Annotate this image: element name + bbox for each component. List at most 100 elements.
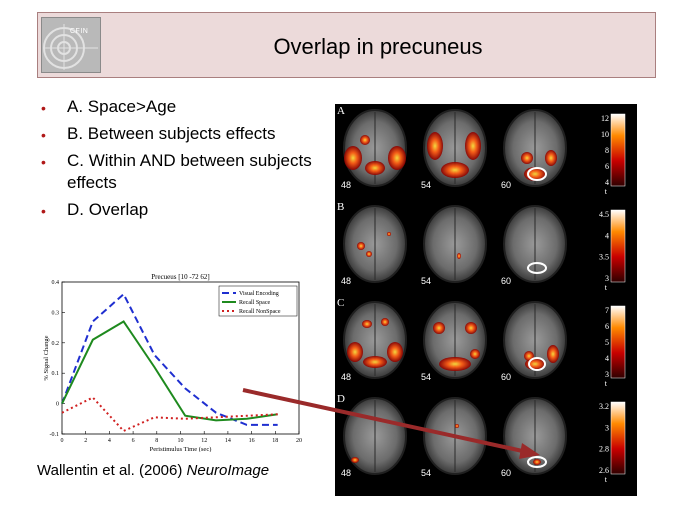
slice-label: 54: [421, 276, 431, 286]
x-tick-label: 12: [201, 438, 207, 444]
colorbar-tick-label: 2.6: [599, 466, 609, 475]
x-tick-label: 10: [178, 438, 184, 444]
activation-blob: [344, 146, 362, 170]
line-chart: Precueus [10 -72 62] 0 2 4 6 8 10 12 14 16 18 20 -0.…: [43, 273, 302, 452]
slice-label: 60: [501, 372, 511, 382]
series-line: [61, 396, 278, 433]
bullet-dot: •: [41, 154, 46, 170]
x-tick-label: 14: [225, 438, 231, 444]
colorbar: [610, 113, 626, 187]
bullet-dot: •: [41, 100, 46, 116]
logo-graphic: [43, 24, 98, 70]
legend-label: Recall Space: [239, 300, 270, 306]
colorbar-tick-label: 4: [605, 354, 609, 363]
citation-authors: Wallentin et al. (2006): [37, 462, 187, 479]
bullet-item: • D. Overlap: [36, 199, 336, 221]
bullet-list: • A. Space>Age • B. Between subjects effec…: [36, 96, 336, 226]
activation-blob: [547, 345, 559, 363]
activation-blob: [347, 342, 363, 362]
cfin-logo: CFIN: [41, 17, 101, 73]
slice-label: 54: [421, 372, 431, 382]
x-tick-label: 20: [296, 438, 302, 444]
slice-label: 60: [501, 276, 511, 286]
bullet-text: C. Within AND between subjects effects: [67, 151, 312, 192]
y-tick-label: 0.2: [52, 341, 60, 347]
colorbar-axis-label: t: [605, 475, 608, 484]
panel-letter: A: [337, 105, 345, 117]
slice-label: 48: [341, 180, 351, 190]
activation-blob: [533, 459, 541, 465]
legend-label: Recall NonSpace: [239, 309, 281, 315]
bullet-text: D. Overlap: [67, 200, 149, 219]
slice-label: 60: [501, 180, 511, 190]
slice-label: 54: [421, 180, 431, 190]
activation-blob: [470, 349, 480, 359]
x-tick-label: 16: [249, 438, 255, 444]
slice-label: 48: [341, 372, 351, 382]
colorbar-tick-label: 3.5: [599, 253, 609, 262]
colorbar-tick-label: 6: [605, 162, 609, 171]
citation: Wallentin et al. (2006) NeuroImage: [37, 462, 269, 479]
activation-blob: [381, 318, 389, 326]
activation-blob: [357, 242, 365, 250]
page-title: Overlap in precuneus: [273, 34, 483, 59]
activation-blob: [433, 322, 445, 334]
colorbar-tick-label: 7: [605, 306, 609, 315]
activation-blob: [360, 135, 370, 145]
colorbar-tick-label: 3.2: [599, 402, 609, 411]
activation-blob: [465, 322, 477, 334]
bullet-dot: •: [41, 203, 46, 219]
activation-blob: [363, 356, 387, 368]
activation-blob: [366, 251, 372, 257]
activation-blob: [387, 232, 391, 236]
panel-letter: B: [337, 201, 344, 213]
colorbar: [610, 305, 626, 379]
chart-title: Precueus [10 -72 62]: [151, 273, 210, 281]
series-line: [61, 292, 278, 426]
roi-circle: [527, 262, 547, 274]
panel-letter: D: [337, 393, 345, 405]
bullet-item: • A. Space>Age: [36, 96, 336, 118]
x-tick-label: 6: [132, 438, 135, 444]
colorbar-axis-label: t: [605, 187, 608, 196]
activation-blob: [439, 357, 471, 371]
x-tick-label: 18: [272, 438, 278, 444]
colorbar-tick-label: 3: [605, 423, 609, 432]
slice-label: 54: [421, 468, 431, 478]
activation-blob: [365, 161, 385, 175]
activation-blob: [427, 132, 443, 160]
citation-journal: NeuroImage: [186, 462, 270, 479]
activation-blob: [545, 150, 557, 166]
x-axis-label: Peristimulus Time (sec): [150, 446, 212, 452]
x-tick-label: 4: [108, 438, 111, 444]
colorbar: [610, 209, 626, 283]
logo-text: CFIN: [70, 28, 89, 35]
colorbar-tick-label: 4: [605, 178, 609, 187]
colorbar-tick-label: 2.8: [599, 445, 609, 454]
activation-blob: [351, 457, 359, 463]
bullet-item: • B. Between subjects effects: [36, 123, 336, 145]
activation-blob: [457, 253, 461, 259]
colorbar-tick-label: 3: [605, 370, 609, 379]
roi-circle: [528, 357, 546, 371]
x-tick-label: 2: [84, 438, 87, 444]
colorbar-tick-label: 4: [605, 231, 609, 240]
colorbar-tick-label: 5: [605, 338, 609, 347]
y-tick-label: 0.4: [52, 280, 60, 286]
bullet-text: B. Between subjects effects: [67, 124, 276, 143]
bullet-dot: •: [41, 127, 46, 143]
y-tick-label: -0.1: [50, 432, 60, 438]
y-tick-label: 0: [56, 402, 59, 408]
y-axis-label: % Signal Change: [43, 335, 50, 380]
colorbar-tick-label: 10: [601, 130, 609, 139]
x-tick-label: 8: [155, 438, 158, 444]
activation-blob: [441, 162, 469, 178]
x-tick-label: 0: [61, 438, 64, 444]
colorbar-tick-label: 12: [601, 114, 609, 123]
activation-blob: [387, 342, 403, 362]
title-bar: [37, 12, 656, 78]
legend-label: Visual Encoding: [239, 291, 279, 297]
activation-blob: [465, 132, 481, 160]
series-line: [61, 320, 278, 422]
